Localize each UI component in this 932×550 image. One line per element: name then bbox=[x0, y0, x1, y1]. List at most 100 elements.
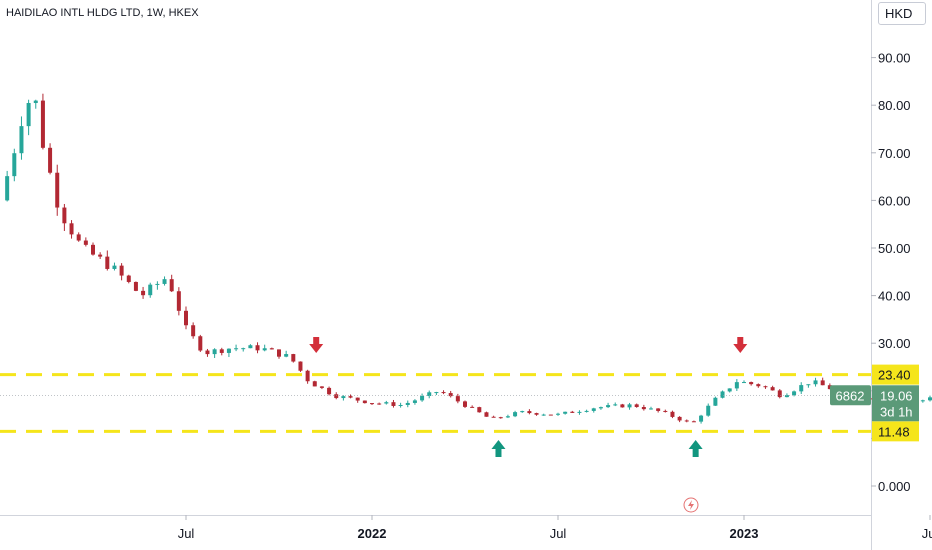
candle-body bbox=[248, 345, 253, 349]
last-price-tag bbox=[872, 385, 919, 422]
candle-body bbox=[727, 388, 732, 392]
candle-body bbox=[133, 281, 138, 291]
candle-body bbox=[505, 416, 510, 418]
candle-body bbox=[548, 414, 553, 416]
candle-body bbox=[584, 410, 589, 412]
candle-body bbox=[420, 396, 425, 401]
candle-body bbox=[12, 153, 17, 177]
candle-body bbox=[920, 400, 925, 402]
y-tick-label: 30.00 bbox=[878, 336, 911, 351]
candle-body bbox=[412, 400, 417, 403]
last-price-label: 19.06 bbox=[880, 388, 913, 403]
candle-body bbox=[763, 386, 768, 388]
candles bbox=[5, 93, 932, 424]
candle-body bbox=[33, 100, 38, 104]
candle-body bbox=[613, 404, 618, 406]
candle-body bbox=[491, 416, 496, 418]
candle-body bbox=[448, 393, 453, 397]
candle-body bbox=[691, 421, 696, 423]
candle-body bbox=[98, 254, 103, 257]
candle-body bbox=[198, 336, 203, 351]
candle-body bbox=[570, 411, 575, 413]
candle-body bbox=[26, 103, 31, 127]
candle-body bbox=[477, 407, 482, 413]
candle-body bbox=[827, 385, 832, 390]
candle-body bbox=[148, 284, 153, 296]
candle-body bbox=[319, 386, 324, 388]
candle-body bbox=[498, 417, 503, 419]
lightning-icon bbox=[688, 500, 694, 510]
candle-body bbox=[255, 345, 260, 351]
candle-body bbox=[577, 411, 582, 413]
candle-body bbox=[591, 408, 596, 411]
x-tick-label: Jul bbox=[178, 526, 195, 541]
candle-body bbox=[556, 413, 560, 415]
candle-body bbox=[184, 310, 188, 326]
candle-body bbox=[656, 408, 661, 411]
candle-body bbox=[598, 407, 603, 409]
candle-body bbox=[298, 361, 303, 371]
y-tick-label: 40.00 bbox=[878, 289, 911, 304]
candle-body bbox=[327, 387, 332, 395]
candle-body bbox=[76, 234, 81, 241]
candle-body bbox=[91, 244, 95, 255]
candle-body bbox=[527, 411, 532, 414]
candle-body bbox=[470, 406, 475, 408]
candle-body bbox=[742, 382, 746, 384]
x-tick-label: Jul bbox=[922, 526, 932, 541]
candle-body bbox=[427, 392, 432, 397]
candle-body bbox=[269, 348, 274, 350]
candle-body bbox=[699, 415, 704, 422]
event-marker-icon bbox=[683, 497, 699, 513]
candle-body bbox=[105, 256, 110, 269]
up-arrow-icon bbox=[491, 440, 506, 457]
candle-body bbox=[405, 402, 410, 405]
candle-body bbox=[370, 403, 374, 405]
candle-body bbox=[749, 382, 754, 385]
level-price-tag bbox=[872, 421, 919, 442]
candle-body bbox=[641, 407, 646, 410]
candle-body bbox=[627, 404, 632, 408]
candle-body bbox=[513, 412, 518, 417]
up-arrow-icon bbox=[688, 440, 703, 457]
countdown-label: 3d 1h bbox=[880, 404, 913, 419]
candle-body bbox=[40, 100, 45, 148]
candle-body bbox=[620, 404, 625, 408]
level-price-tag bbox=[872, 364, 919, 385]
candle-body bbox=[563, 411, 568, 414]
candle-body bbox=[534, 413, 539, 415]
candle-body bbox=[391, 402, 396, 406]
y-tick-label: 70.00 bbox=[878, 146, 911, 161]
candle-body bbox=[713, 397, 718, 406]
candle-body bbox=[806, 384, 811, 386]
candle-body bbox=[234, 348, 239, 350]
candle-body bbox=[69, 223, 74, 235]
candle-body bbox=[398, 404, 403, 406]
candle-body bbox=[663, 410, 668, 412]
candle-body bbox=[362, 400, 367, 404]
candle-body bbox=[5, 176, 10, 201]
candle-body bbox=[155, 283, 160, 285]
candle-body bbox=[176, 291, 181, 311]
candle-body bbox=[734, 382, 739, 389]
candle-body bbox=[813, 380, 818, 385]
candle-body bbox=[770, 387, 775, 391]
candle-body bbox=[434, 392, 439, 394]
candle-body bbox=[55, 172, 60, 208]
candle-body bbox=[784, 395, 789, 398]
x-tick-label: 2022 bbox=[358, 526, 387, 541]
symbol-tag bbox=[830, 385, 871, 406]
candle-body bbox=[606, 405, 611, 408]
level-price-label: 23.40 bbox=[878, 368, 911, 383]
chart-title: HAIDILAO INTL HLDG LTD, 1W, HKEX bbox=[6, 7, 199, 19]
candle-body bbox=[377, 403, 382, 405]
candle-body bbox=[62, 207, 67, 224]
x-tick-label: Jul bbox=[550, 526, 567, 541]
y-tick-label: 90.00 bbox=[878, 51, 911, 66]
candle-body bbox=[83, 240, 88, 245]
candle-body bbox=[212, 349, 217, 355]
candle-body bbox=[684, 420, 689, 422]
candle-body bbox=[291, 354, 296, 362]
currency-selector[interactable]: HKD bbox=[878, 2, 926, 25]
